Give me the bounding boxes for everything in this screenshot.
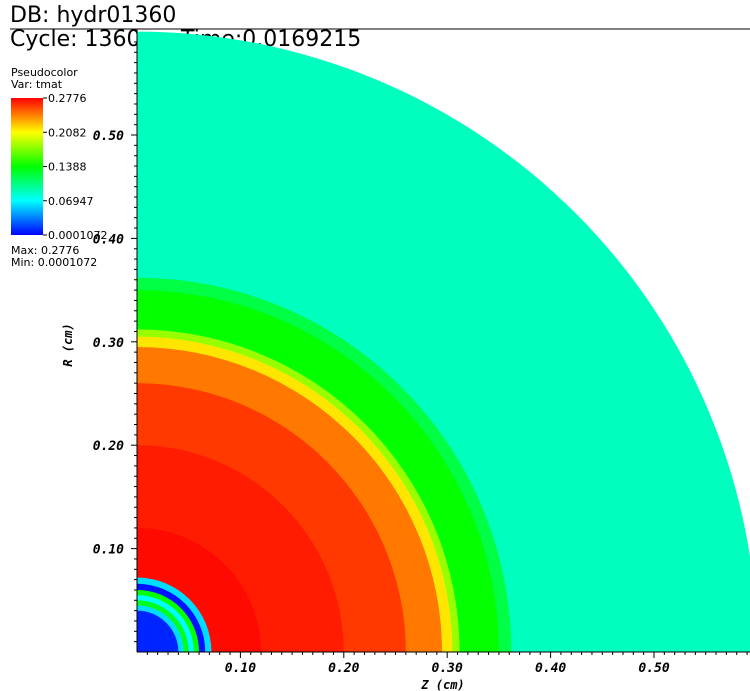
- y-tick-label: 0.10: [93, 543, 124, 558]
- legend-variable: Var: tmat: [11, 78, 63, 91]
- axes: 0.10 0.20 0.30 0.40 0.50 0.10 0.20 0.30 0.40 0.50…: [61, 29, 750, 691]
- legend-max: Max: 0.2776: [11, 244, 80, 257]
- color-bar: [11, 98, 43, 235]
- x-tick-label: 0.20: [328, 661, 359, 676]
- color-bar-label: 0.06947: [48, 195, 94, 208]
- color-bar-label: 0.2776: [48, 92, 87, 105]
- color-bar-label: 0.0001072: [48, 229, 108, 242]
- color-bar-label: 0.1388: [48, 161, 87, 174]
- field-band: [137, 610, 179, 652]
- database-label: DB: hydr01360: [10, 3, 177, 28]
- color-bar-ticks: 0.2776 0.2082 0.1388 0.06947 0.0001072: [43, 92, 108, 242]
- x-tick-label: 0.10: [225, 661, 256, 676]
- y-axis-title: R (cm): [61, 323, 75, 366]
- x-tick-label: 0.30: [432, 661, 463, 676]
- legend-plot-type: Pseudocolor: [11, 66, 78, 79]
- y-tick-label: 0.50: [93, 129, 124, 144]
- cycle-label: Cycle: 1360: [10, 27, 141, 52]
- pseudocolor-field: [137, 31, 750, 652]
- x-tick-label: 0.50: [638, 661, 669, 676]
- y-tick-label: 0.40: [93, 232, 124, 247]
- x-axis-title: Z (cm): [420, 678, 464, 691]
- x-tick-label: 0.40: [535, 661, 566, 676]
- legend-min: Min: 0.0001072: [11, 256, 98, 269]
- y-tick-label: 0.30: [93, 336, 124, 351]
- color-bar-label: 0.2082: [48, 126, 87, 139]
- y-tick-label: 0.20: [93, 439, 124, 454]
